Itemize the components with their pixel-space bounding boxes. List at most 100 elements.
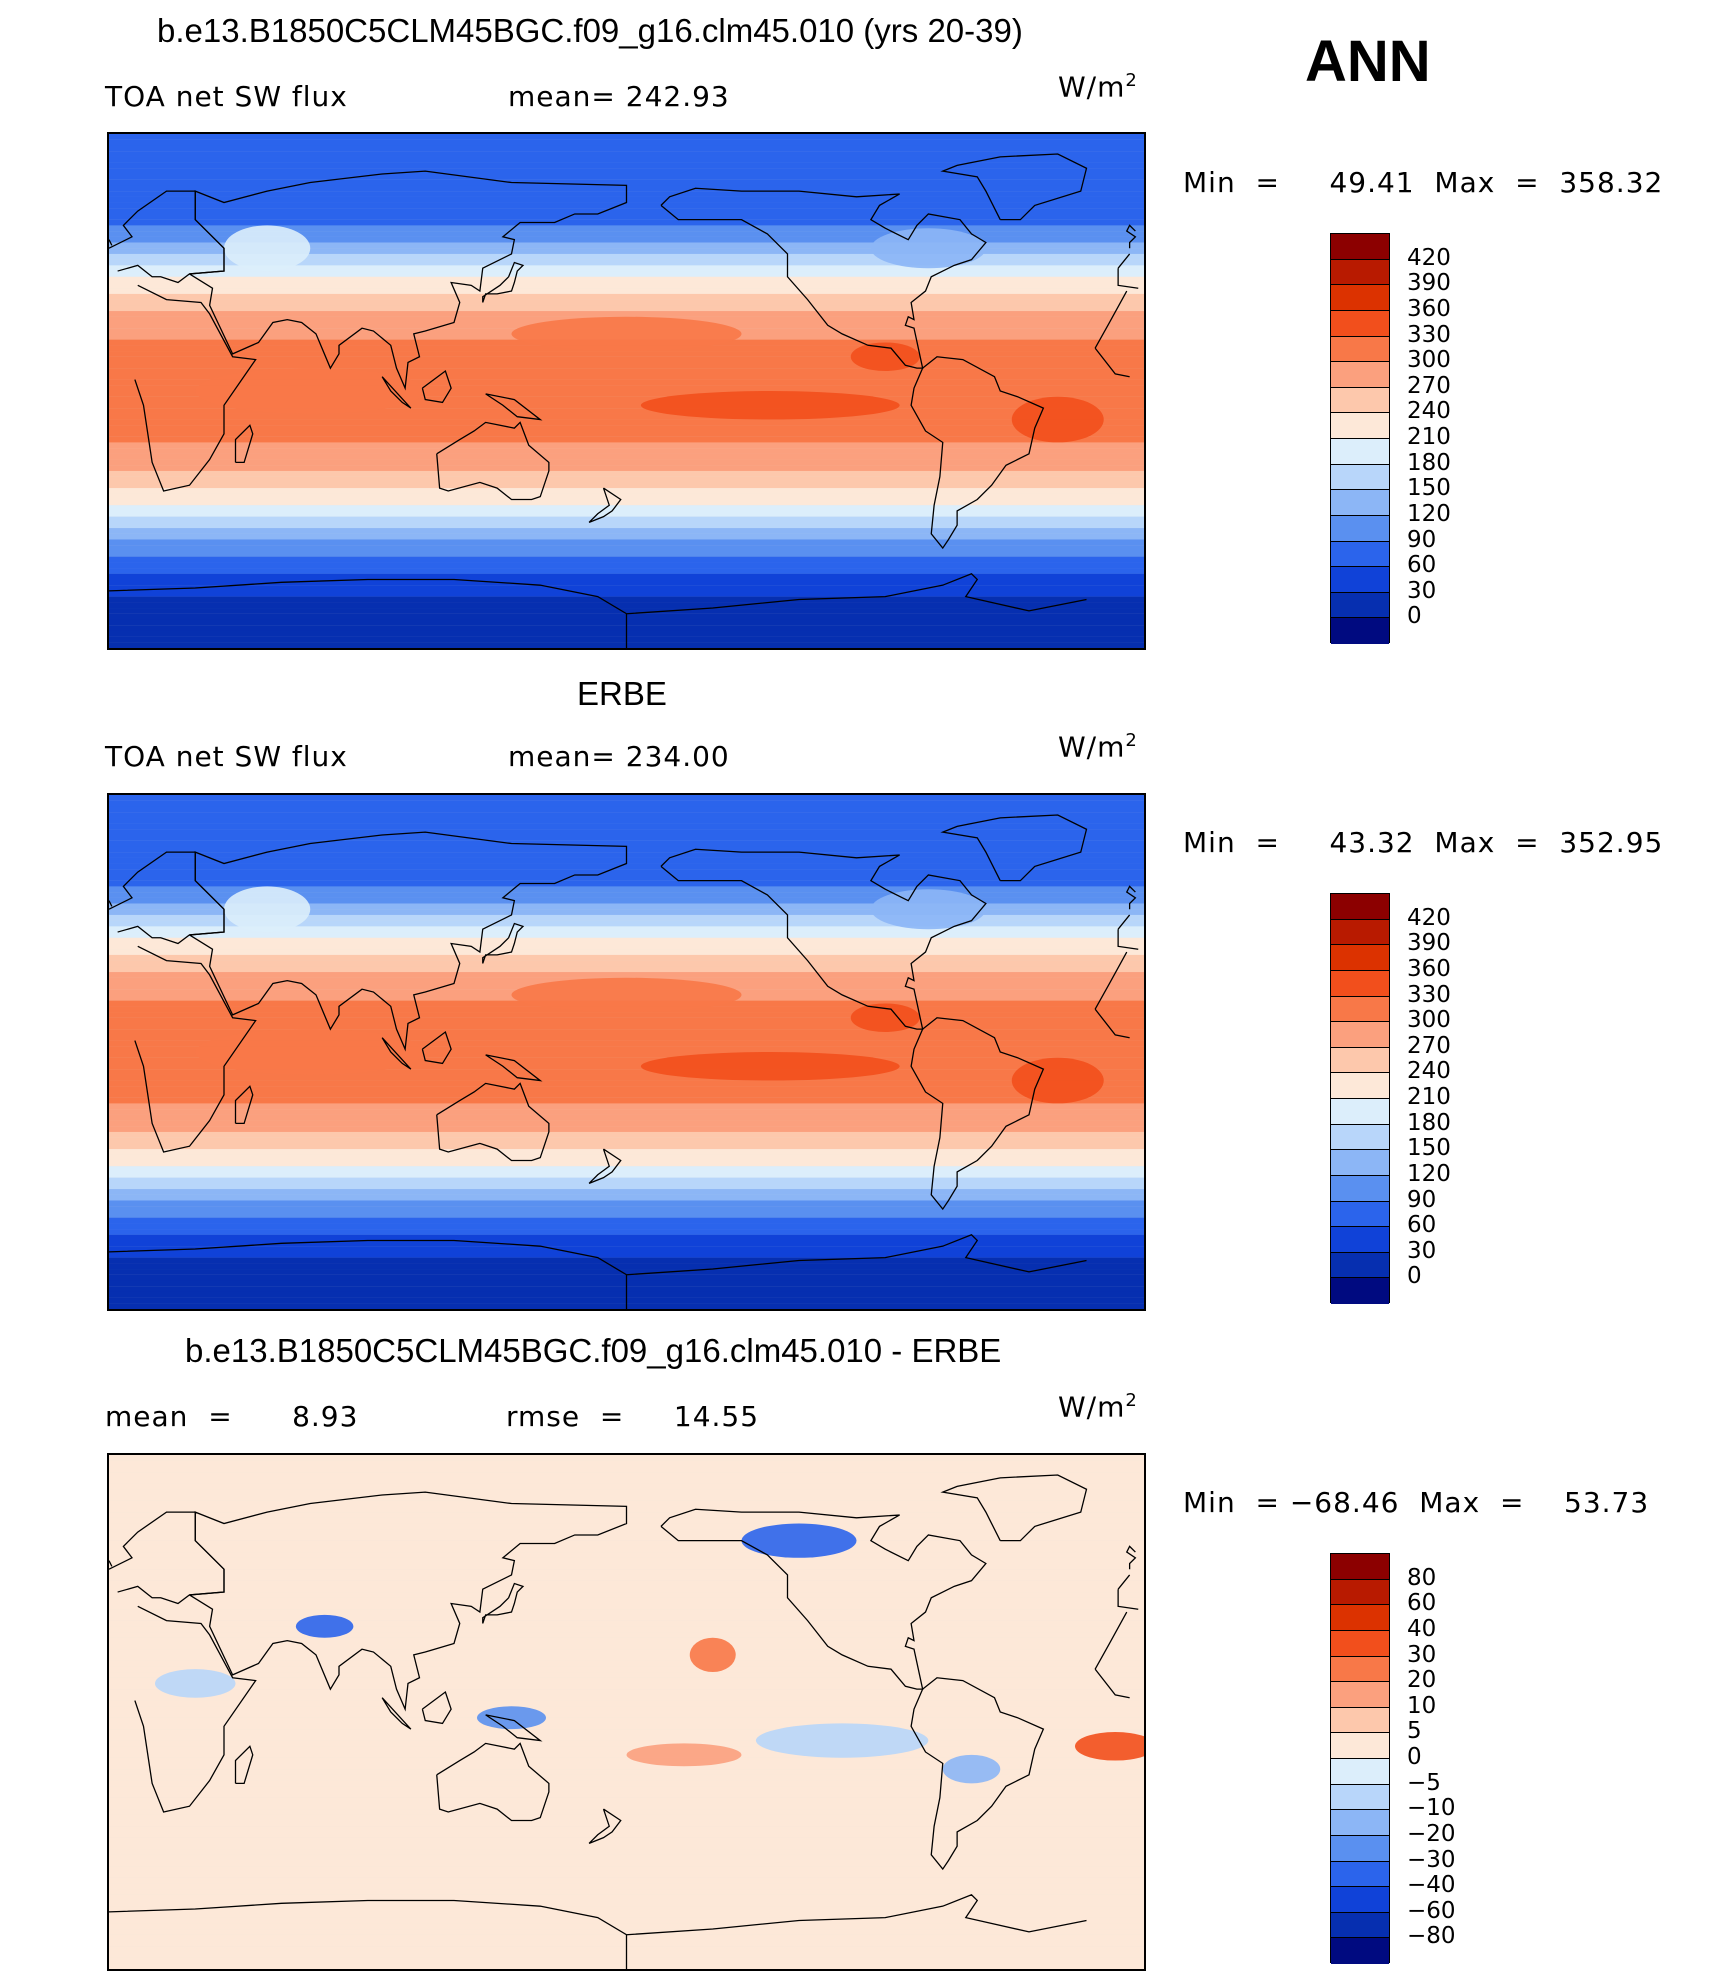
colorbar-tick-label: 270 — [1407, 1032, 1451, 1059]
zonal-band — [109, 1797, 1144, 1804]
zonal-band — [109, 208, 1144, 215]
zonal-band — [109, 1791, 1144, 1798]
colorbar-tick-label: −80 — [1407, 1923, 1456, 1950]
zonal-band — [109, 271, 1144, 277]
zonal-band — [109, 1574, 1144, 1581]
zonal-band — [109, 379, 1144, 386]
contour-blob — [155, 1669, 236, 1698]
contour-blob — [755, 1723, 929, 1758]
zonal-band — [109, 880, 1144, 887]
zonal-band — [109, 1109, 1144, 1115]
coastline-australia — [436, 421, 550, 501]
coastline-asia — [189, 1491, 628, 1712]
zonal-band — [109, 465, 1144, 472]
colorbar-swatch — [1331, 336, 1389, 363]
colorbar-tick-label: 330 — [1407, 321, 1451, 348]
zonal-band — [109, 259, 1144, 266]
zonal-band — [109, 1166, 1144, 1173]
colorbar-swatch — [1331, 1073, 1389, 1099]
zonal-band — [109, 1240, 1144, 1247]
zonal-band — [109, 1866, 1144, 1873]
colorbar-swatch — [1331, 1912, 1389, 1939]
zonal-band — [109, 476, 1144, 483]
coastline-africa — [134, 1605, 1130, 1813]
zonal-band — [109, 408, 1144, 414]
colorbar-swatch — [1331, 996, 1389, 1023]
zonal-band — [109, 1643, 1144, 1650]
zonal-band — [109, 1546, 1144, 1553]
colorbar-tick-label: 0 — [1407, 603, 1422, 630]
zonal-band — [109, 510, 1144, 517]
colorbar-swatch — [1331, 362, 1389, 388]
season-label: ANN — [1305, 29, 1431, 94]
coastline-nz — [588, 487, 622, 523]
zonal-band — [109, 1854, 1144, 1861]
contour-blob — [195, 368, 426, 414]
colorbar-tick-label: 390 — [1407, 270, 1451, 297]
zonal-band — [109, 402, 1144, 409]
zonal-band — [109, 419, 1144, 426]
zonal-band — [109, 442, 1144, 449]
coastline-antarctica — [109, 573, 1087, 648]
zonal-band — [109, 385, 1144, 392]
panel-2-variable-label: TOA net SW flux — [105, 740, 348, 773]
coastline-asia — [189, 831, 628, 1052]
colorbar-tick-label: 20 — [1407, 1667, 1437, 1694]
zonal-band — [109, 1883, 1144, 1890]
colorbar-swatch — [1331, 490, 1389, 516]
coastline-newguinea — [485, 393, 543, 421]
colorbar-tick-label: 0 — [1407, 1263, 1422, 1290]
zonal-band — [109, 949, 1144, 956]
zonal-band — [109, 1091, 1144, 1098]
coastline-greenland — [940, 814, 1088, 882]
zonal-band — [109, 573, 1144, 580]
zonal-band — [109, 1183, 1144, 1190]
zonal-band — [109, 1097, 1144, 1104]
zonal-band — [109, 1860, 1144, 1867]
zonal-band — [109, 145, 1144, 152]
colorbar-tick-label: 180 — [1407, 1109, 1451, 1136]
zonal-band — [109, 920, 1144, 927]
zonal-band — [109, 1734, 1144, 1741]
zonal-band — [109, 903, 1144, 910]
zonal-band — [109, 817, 1144, 824]
colorbar-swatch — [1331, 541, 1389, 568]
zonal-band — [109, 590, 1144, 597]
coastline-indonesia2 — [421, 1030, 452, 1065]
coastline-australia — [436, 1742, 550, 1822]
zonal-band — [109, 1080, 1144, 1087]
zonal-band — [109, 1137, 1144, 1144]
panel-3-rmse-label: rmse = 14.55 — [506, 1400, 760, 1433]
zonal-band — [109, 568, 1144, 574]
panel-1-mean-label: mean= 242.93 — [508, 80, 730, 113]
zonal-band — [109, 351, 1144, 357]
zonal-band — [109, 1200, 1144, 1207]
panel-3-minmax: Min = −68.46 Max = 53.73 — [1183, 1486, 1650, 1519]
colorbar-tick-label: 420 — [1407, 904, 1451, 931]
zonal-band — [109, 453, 1144, 460]
zonal-band — [109, 1257, 1144, 1264]
colorbar-tick-label: 0 — [1407, 1744, 1422, 1770]
zonal-band — [109, 1034, 1144, 1041]
colorbar-swatch — [1331, 1605, 1389, 1631]
zonal-band — [109, 1803, 1144, 1810]
zonal-band — [109, 1052, 1144, 1058]
coastline-madagascar — [234, 1745, 254, 1785]
zonal-band — [109, 1911, 1144, 1918]
colorbar-swatch — [1331, 1252, 1389, 1279]
contour-blob — [195, 1029, 426, 1075]
zonal-band — [109, 516, 1144, 523]
coastline-namerica — [660, 187, 987, 369]
zonal-band — [109, 1460, 1144, 1467]
coastline-samerica — [910, 1677, 1045, 1871]
zonal-band — [109, 236, 1144, 243]
zonal-band — [109, 602, 1144, 609]
coastline-nz — [588, 1808, 622, 1844]
colorbar-tick-label: 360 — [1407, 295, 1451, 322]
zonal-band — [109, 396, 1144, 403]
colorbar-tick-label: 30 — [1407, 1641, 1437, 1668]
zonal-band — [109, 863, 1144, 870]
zonal-band — [109, 1820, 1144, 1827]
zonal-band — [109, 1569, 1144, 1576]
colorbar-swatch — [1331, 945, 1389, 971]
